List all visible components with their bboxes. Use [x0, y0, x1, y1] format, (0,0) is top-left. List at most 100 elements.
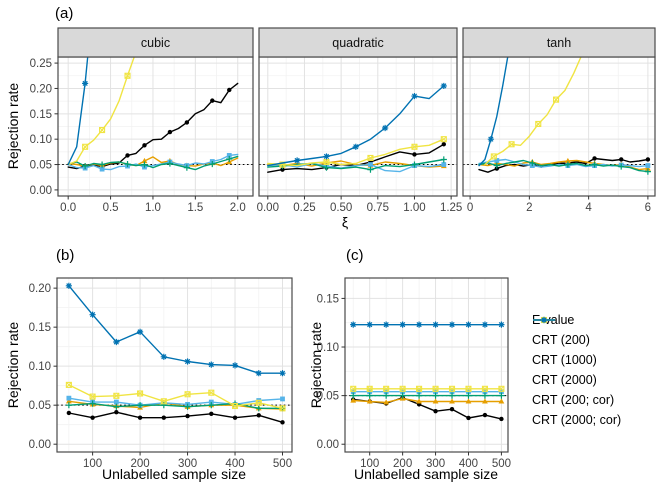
grid-c	[345, 278, 508, 452]
x-tick-label: 0	[467, 202, 473, 214]
facet-label-quadratic: quadratic	[332, 36, 383, 50]
legend-item: CRT (2000)	[532, 316, 621, 387]
panel-cubic: 0.0 0.5 1.0 1.5 2.0 0.00 0.05 0.10 0.15 0.20 0.25 c…	[30, 27, 254, 214]
legend-label: CRT (200)	[532, 333, 590, 347]
x-tick-label: 1.0	[145, 202, 161, 214]
x-tick-label: 100	[360, 458, 379, 470]
y-tick-label: 0.20	[29, 283, 51, 295]
series-crt-2000-cor-	[67, 57, 89, 166]
series-crt-200-cor-	[350, 385, 505, 392]
series-area-tanh	[463, 57, 655, 175]
series-crt-2000-	[350, 392, 505, 399]
panel-quadratic: 0.00 0.25 0.50 0.75 1.00 1.25 quadratic	[257, 27, 462, 214]
x-tick-label: 100	[83, 458, 102, 470]
y-tick-label: 0.05	[29, 400, 51, 412]
series-area-quadratic	[259, 82, 457, 173]
x-tick-label: 0.0	[60, 202, 76, 214]
y-tick-label: 0.00	[29, 439, 51, 451]
x-tick-label: 1.5	[187, 202, 203, 214]
legend-item: CRT (1000)	[532, 317, 621, 367]
series-crt-2000-	[67, 155, 239, 171]
axes-tanh: 0 2 4 6	[467, 196, 651, 214]
x-tick-label: 400	[459, 458, 478, 470]
y-tick-label: 0.15	[30, 109, 52, 121]
grid-tanh	[463, 57, 655, 196]
legend-label: CRT (200; cor)	[532, 393, 615, 407]
y-tick-label: 0.15	[29, 322, 51, 334]
legend-label: CRT (2000)	[532, 373, 597, 387]
x-tick-label: 0.00	[257, 202, 279, 214]
facet-strip-cubic	[57, 27, 254, 58]
panel-b: 100 200 300 400 500 0.00 0.05 0.10 0.15 0.20	[29, 277, 293, 470]
asterisk-marker-icon	[533, 316, 555, 324]
series-crt-200-cor-	[67, 57, 135, 166]
facet-strip-quadratic	[258, 27, 458, 58]
y-tick-label: 0.00	[30, 185, 52, 197]
y-tick-label: 0.10	[29, 361, 51, 373]
series-crt-200-	[350, 395, 505, 405]
x-axis-title-b: Unlabelled sample size	[102, 466, 246, 482]
series-crt-2000-	[478, 159, 651, 175]
legend-item: CRT (2000; cor)	[532, 316, 622, 427]
series-crt-2000-cor-	[350, 321, 505, 328]
facet-label-tanh: tanh	[547, 36, 571, 50]
x-tick-label: 300	[178, 458, 197, 470]
legend-item: CRT (200; cor)	[532, 316, 621, 407]
x-tick-label: 500	[273, 458, 292, 470]
y-tick-label: 0.20	[30, 83, 52, 95]
series-crt-200-cor-	[484, 57, 582, 166]
y-tick-label: 0.10	[30, 134, 52, 146]
y-tick-label: 0.05	[30, 160, 52, 172]
x-tick-label: 0.5	[103, 202, 119, 214]
legend-label: CRT (2000; cor)	[532, 413, 622, 427]
x-tick-label: 300	[426, 458, 445, 470]
series-area-cubic	[58, 57, 253, 172]
panel-tag-a: (a)	[55, 5, 74, 22]
axes-c: 100 200 300 400 500 0.00 0.05 0.10 0.15	[317, 293, 511, 470]
panel-c: 100 200 300 400 500 0.00 0.05 0.10 0.15	[317, 277, 511, 470]
x-tick-label: 0.25	[293, 202, 315, 214]
x-tick-label: 4	[585, 202, 592, 214]
legend-label: CRT (1000)	[532, 353, 597, 367]
y-tick-label: 0.10	[317, 342, 339, 354]
x-tick-label: 6	[645, 202, 651, 214]
y-tick-label: 0.05	[317, 391, 339, 403]
y-axis-title-b: Rejection rate	[5, 321, 21, 409]
legend-item: CRT (200)	[532, 316, 621, 347]
facet-strip-tanh	[462, 27, 656, 58]
x-tick-label: 0.50	[330, 202, 352, 214]
y-tick-label: 0.00	[317, 439, 339, 451]
x-tick-label: 1.25	[440, 202, 462, 214]
facet-label-cubic: cubic	[141, 36, 170, 50]
panel-tag-b: (b)	[56, 247, 75, 264]
series-crt-2000-cor-	[65, 282, 286, 377]
x-tick-label: 500	[492, 458, 511, 470]
x-tick-label: 200	[393, 458, 412, 470]
series-crt-2000-cor-	[478, 57, 509, 167]
y-tick-label: 0.15	[317, 293, 339, 305]
legend: E-value CRT (200) CRT (1000) CRT (2000) CRT …	[532, 313, 622, 427]
grid-cubic	[58, 57, 253, 196]
panel-tanh: 0 2 4 6 tanh	[462, 27, 656, 214]
x-tick-label: 1.00	[403, 202, 425, 214]
series-crt-2000-cor-	[267, 82, 447, 167]
series-area-b	[57, 282, 292, 425]
axes-quadratic: 0.00 0.25 0.50 0.75 1.00 1.25	[257, 196, 462, 214]
panel-tag-c: (c)	[346, 247, 364, 264]
axes-b: 100 200 300 400 500 0.00 0.05 0.10 0.15 0.20	[29, 283, 292, 470]
series-crt-200-cor-	[65, 381, 286, 412]
series-area-c	[345, 321, 508, 422]
x-axis-title-a: ξ	[341, 214, 349, 230]
y-tick-label: 0.25	[30, 58, 52, 70]
series-e-value	[66, 410, 285, 425]
x-tick-label: 200	[130, 458, 149, 470]
y-axis-title-c: Rejection rate	[308, 321, 324, 409]
x-tick-label: 2	[526, 202, 532, 214]
x-tick-label: 2.0	[230, 202, 246, 214]
axes-cubic: 0.0 0.5 1.0 1.5 2.0 0.00 0.05 0.10 0.15 0.20 0.25	[30, 58, 246, 214]
x-axis-title-c: Unlabelled sample size	[354, 466, 498, 482]
x-tick-label: 400	[225, 458, 244, 470]
x-tick-label: 0.75	[367, 202, 389, 214]
